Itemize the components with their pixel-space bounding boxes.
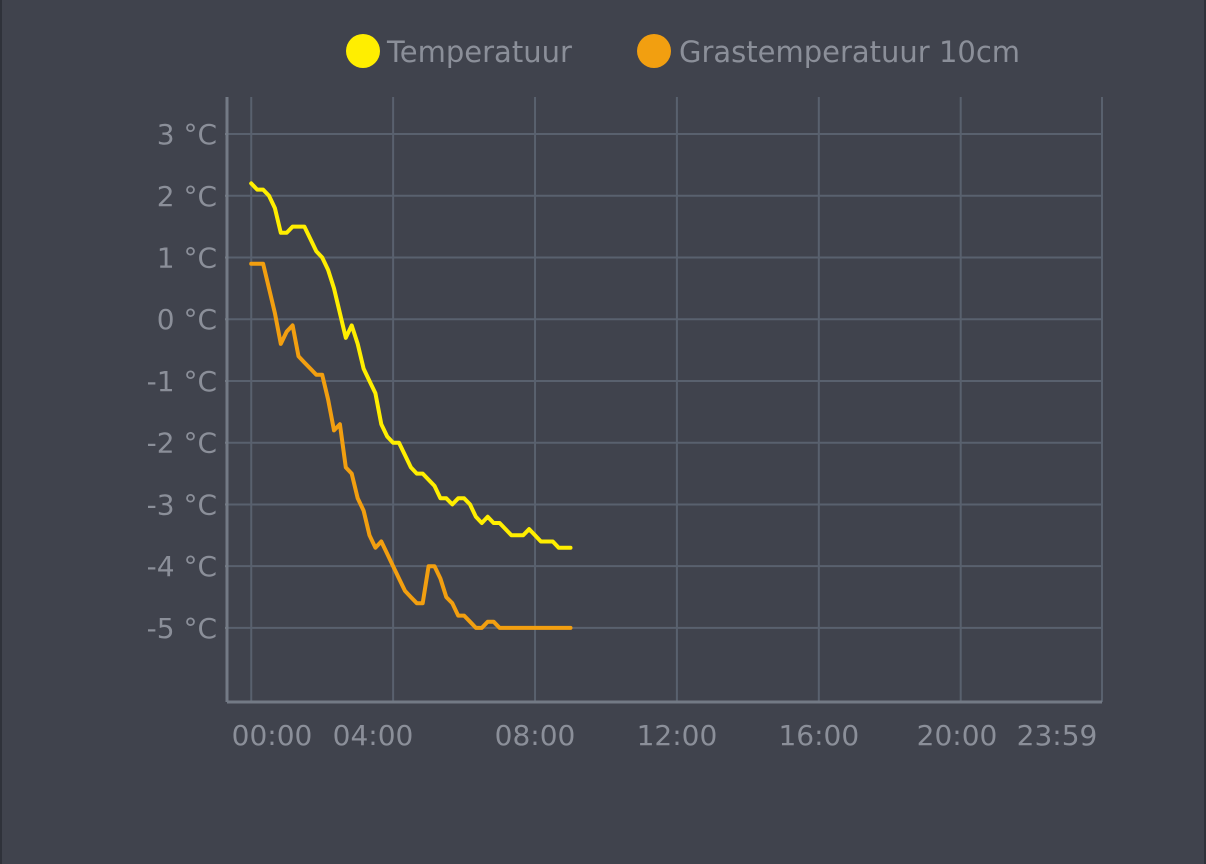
legend-dot-grastemperatuur[interactable]: [637, 34, 671, 68]
legend[interactable]: Temperatuur Grastemperatuur 10cm: [346, 34, 1020, 69]
y-tick-label: 1 °C: [157, 242, 217, 275]
y-tick-label: -2 °C: [147, 427, 217, 460]
x-tick-label: 08:00: [495, 719, 576, 752]
x-tick-label: 20:00: [917, 719, 998, 752]
y-tick-label: -4 °C: [147, 550, 217, 583]
series-line-grastemperatuur: [249, 261, 573, 630]
x-tick-label: 12:00: [637, 719, 718, 752]
grid-lines: [225, 97, 1103, 702]
y-tick-label: 3 °C: [157, 118, 217, 151]
y-tick-labels: -5 °C -4 °C -3 °C -2 °C -1 °C 0 °C 1 °C 2 °C 3 °…: [147, 118, 217, 645]
series-line-temperatuur: [249, 181, 573, 550]
y-tick-label: -1 °C: [147, 365, 217, 398]
y-tick-label: 2 °C: [157, 180, 217, 213]
legend-item-grastemperatuur[interactable]: Grastemperatuur 10cm: [637, 34, 1020, 69]
legend-item-temperatuur[interactable]: Temperatuur: [346, 34, 572, 69]
x-tick-label: 04:00: [333, 719, 414, 752]
legend-dot-temperatuur[interactable]: [346, 34, 380, 68]
legend-label-temperatuur[interactable]: Temperatuur: [386, 35, 572, 69]
x-tick-label: 23:59: [1017, 719, 1098, 752]
series-lines: [249, 181, 573, 630]
y-tick-label: -5 °C: [147, 612, 217, 645]
x-tick-labels: 00:00 04:00 08:00 12:00 16:00 20:00 23:59: [232, 719, 1098, 752]
x-tick-label: 00:00: [232, 719, 313, 752]
axes: [225, 97, 1102, 704]
y-tick-label: -3 °C: [147, 488, 217, 521]
x-tick-label: 16:00: [778, 719, 859, 752]
legend-label-grastemperatuur[interactable]: Grastemperatuur 10cm: [679, 35, 1020, 69]
y-tick-label: 0 °C: [157, 303, 217, 336]
